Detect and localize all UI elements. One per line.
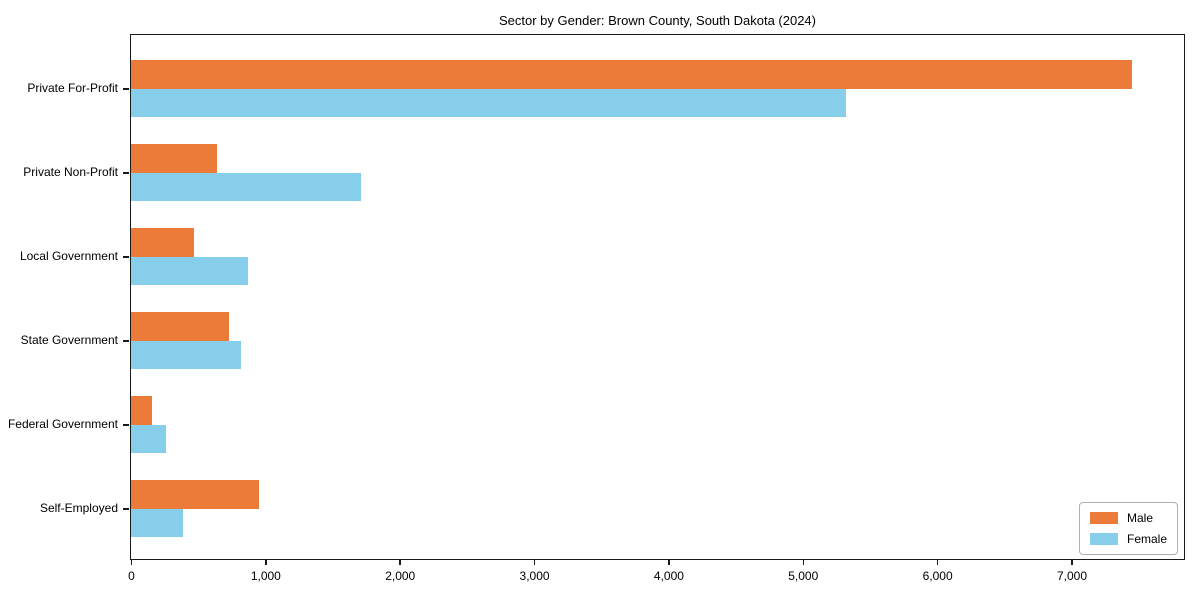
x-axis-tick-label: 0 [128, 569, 135, 583]
bar-male-self-employed [131, 480, 259, 509]
x-axis-tick-label: 6,000 [922, 569, 953, 583]
bar-male-private-for-profit [131, 60, 1132, 89]
bar-female-federal-government [131, 424, 166, 453]
bar-female-local-government [131, 256, 248, 285]
x-axis-tick [533, 560, 536, 565]
x-axis-tick-label: 3,000 [519, 569, 550, 583]
y-axis-label-private-for-profit: Private For-Profit [27, 81, 118, 95]
y-axis-tick [123, 424, 129, 426]
legend-label-female: Female [1126, 532, 1167, 546]
x-axis-tick [399, 560, 401, 565]
y-axis-tick [123, 508, 129, 510]
bar-female-self-employed [131, 508, 184, 537]
legend-item-male: Male [1089, 511, 1167, 525]
y-axis-label-state-government: State Government [20, 333, 118, 347]
legend-item-female: Female [1089, 532, 1167, 546]
plot-area: Male Female [130, 34, 1185, 560]
bar-male-federal-government [131, 396, 153, 425]
x-axis-tick-label: 5,000 [788, 569, 819, 583]
x-axis-tick [668, 560, 670, 565]
x-axis-tick [265, 560, 267, 565]
y-axis-tick [123, 256, 129, 258]
bar-male-local-government [131, 228, 195, 257]
y-axis-tick [123, 88, 129, 90]
y-axis-label-federal-government: Federal Government [7, 417, 118, 431]
bar-male-private-non-profit [131, 144, 217, 173]
x-axis-tick [130, 560, 133, 565]
x-axis-tick-label: 4,000 [653, 569, 684, 583]
x-axis-tick-label: 1,000 [250, 569, 281, 583]
x-axis-tick [1071, 560, 1073, 565]
y-axis-label-self-employed: Self-Employed [39, 501, 118, 515]
legend-label-male: Male [1126, 511, 1153, 525]
bar-female-private-for-profit [131, 88, 846, 117]
legend-swatch-female [1089, 533, 1118, 545]
bar-female-private-non-profit [131, 172, 361, 201]
x-axis-tick-label: 2,000 [385, 569, 416, 583]
y-axis-label-local-government: Local Government [19, 249, 118, 263]
y-axis-tick [123, 172, 129, 174]
chart-title: Sector by Gender: Brown County, South Da… [499, 13, 816, 28]
x-axis-tick [936, 560, 939, 565]
y-axis-tick [123, 340, 129, 342]
bar-male-state-government [131, 312, 230, 341]
bar-female-state-government [131, 340, 242, 369]
y-axis-label-private-non-profit: Private Non-Profit [23, 165, 118, 179]
x-axis-tick [802, 560, 805, 565]
legend: Male Female [1078, 502, 1178, 555]
legend-swatch-male [1089, 512, 1118, 524]
x-axis-tick-label: 7,000 [1056, 569, 1087, 583]
